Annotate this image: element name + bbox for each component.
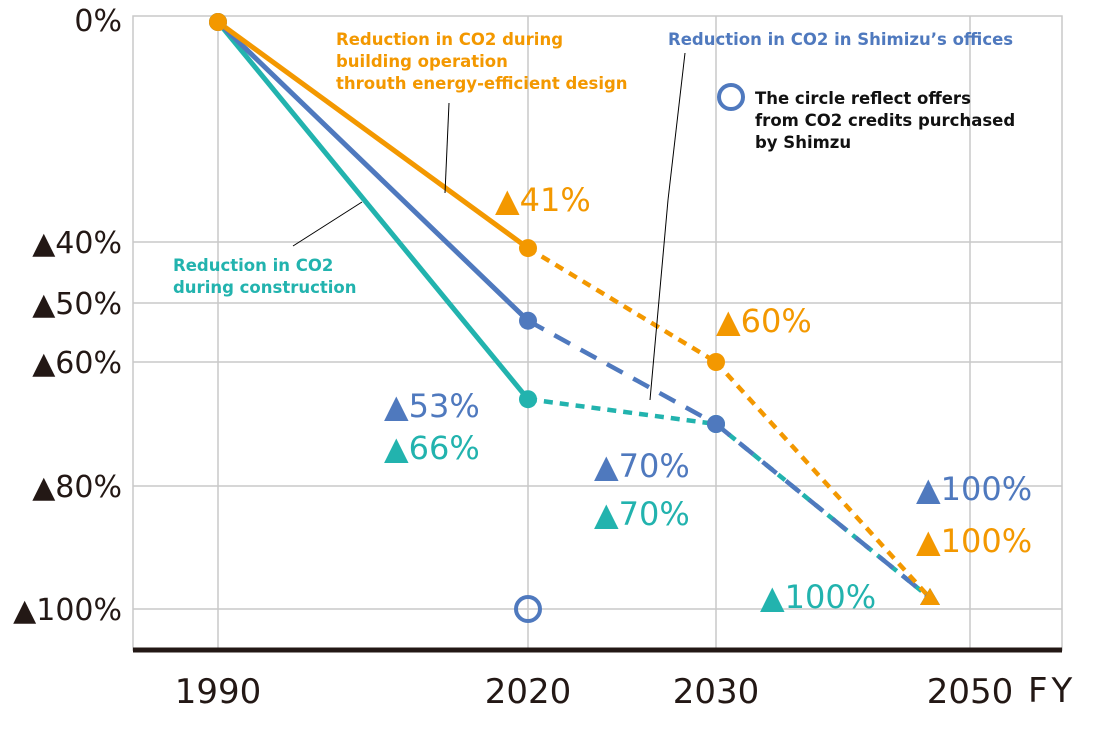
- y-tick-label: ▲60%: [32, 346, 122, 381]
- leader-line: [292, 201, 363, 247]
- series-line-segment: [714, 422, 932, 600]
- x-axis-label: FY: [1028, 671, 1076, 711]
- value-labels: ▲41% ▲60% ▲100% ▲53% ▲70% ▲100% ▲66% ▲70% ▲100%: [384, 181, 1032, 616]
- y-tick-label: ▲100%: [13, 593, 122, 628]
- series-annotation-label: Reduction in CO2 during: [336, 30, 563, 49]
- credit-legend-text: from CO2 credits purchased: [755, 111, 1015, 130]
- legend-circle-icon: [717, 83, 745, 111]
- series-line-segment: [714, 360, 932, 600]
- value-label: ▲70%: [594, 495, 690, 533]
- credit-marker-legend: The circle reflect offers from CO2 credit…: [514, 83, 1015, 623]
- x-tick-label: 2050: [927, 672, 1014, 712]
- data-point: [209, 13, 227, 31]
- series-line-segment: [526, 318, 718, 426]
- series-line-segment: [714, 422, 932, 600]
- series-line-segment: [527, 396, 717, 427]
- value-label: ▲100%: [916, 470, 1032, 508]
- series-annotation-label: during construction: [173, 278, 357, 297]
- series-annotation-label: Reduction in CO2: [173, 256, 333, 275]
- x-tick-label: 2030: [673, 672, 760, 712]
- leader-line: [667, 52, 686, 201]
- y-tick-label: 0%: [74, 4, 122, 39]
- data-point: [519, 239, 537, 258]
- data-point: [707, 415, 725, 433]
- value-label: ▲60%: [716, 302, 812, 340]
- leader-line: [649, 199, 669, 401]
- x-axis-ticks: 1990 2020 2030 2050: [175, 672, 1014, 712]
- y-axis-ticks: 0% ▲40% ▲50% ▲60% ▲80% ▲100%: [13, 4, 122, 628]
- series-line-segment: [216, 20, 530, 323]
- y-tick-label: ▲40%: [32, 226, 122, 261]
- series-annotation-label: throuth energy-efficient design: [336, 74, 628, 93]
- credit-legend-text: by Shimzu: [755, 133, 851, 152]
- series-lines: [216, 19, 932, 600]
- series-annotation-label: Reduction in CO2 in Shimizu’s offices: [668, 30, 1013, 49]
- series-line-segment: [216, 19, 530, 251]
- leader-line: [444, 102, 450, 194]
- x-tick-label: 2020: [485, 672, 572, 712]
- series-annotation-label: building operation: [336, 52, 508, 71]
- data-point: [519, 311, 537, 330]
- value-label: ▲41%: [495, 181, 591, 219]
- series-points: [209, 13, 940, 605]
- series-annotations: Reduction in CO2 during building operatio…: [173, 30, 1013, 401]
- value-label: ▲70%: [594, 447, 690, 485]
- x-tick-label: 1990: [175, 672, 262, 712]
- data-point-triangle: [920, 588, 940, 605]
- y-tick-label: ▲50%: [32, 287, 122, 322]
- data-point: [707, 353, 725, 371]
- y-tick-label: ▲80%: [32, 470, 122, 505]
- data-point: [519, 390, 537, 409]
- value-label: ▲66%: [384, 429, 480, 467]
- grid: [132, 15, 1063, 653]
- value-label: ▲100%: [760, 578, 876, 616]
- credit-legend-text: The circle reflect offers: [755, 89, 971, 108]
- value-label: ▲53%: [384, 387, 480, 425]
- credit-offset-circle: [514, 595, 542, 623]
- value-label: ▲100%: [916, 522, 1032, 560]
- series-line-segment: [216, 20, 530, 401]
- series-line-segment: [526, 246, 718, 364]
